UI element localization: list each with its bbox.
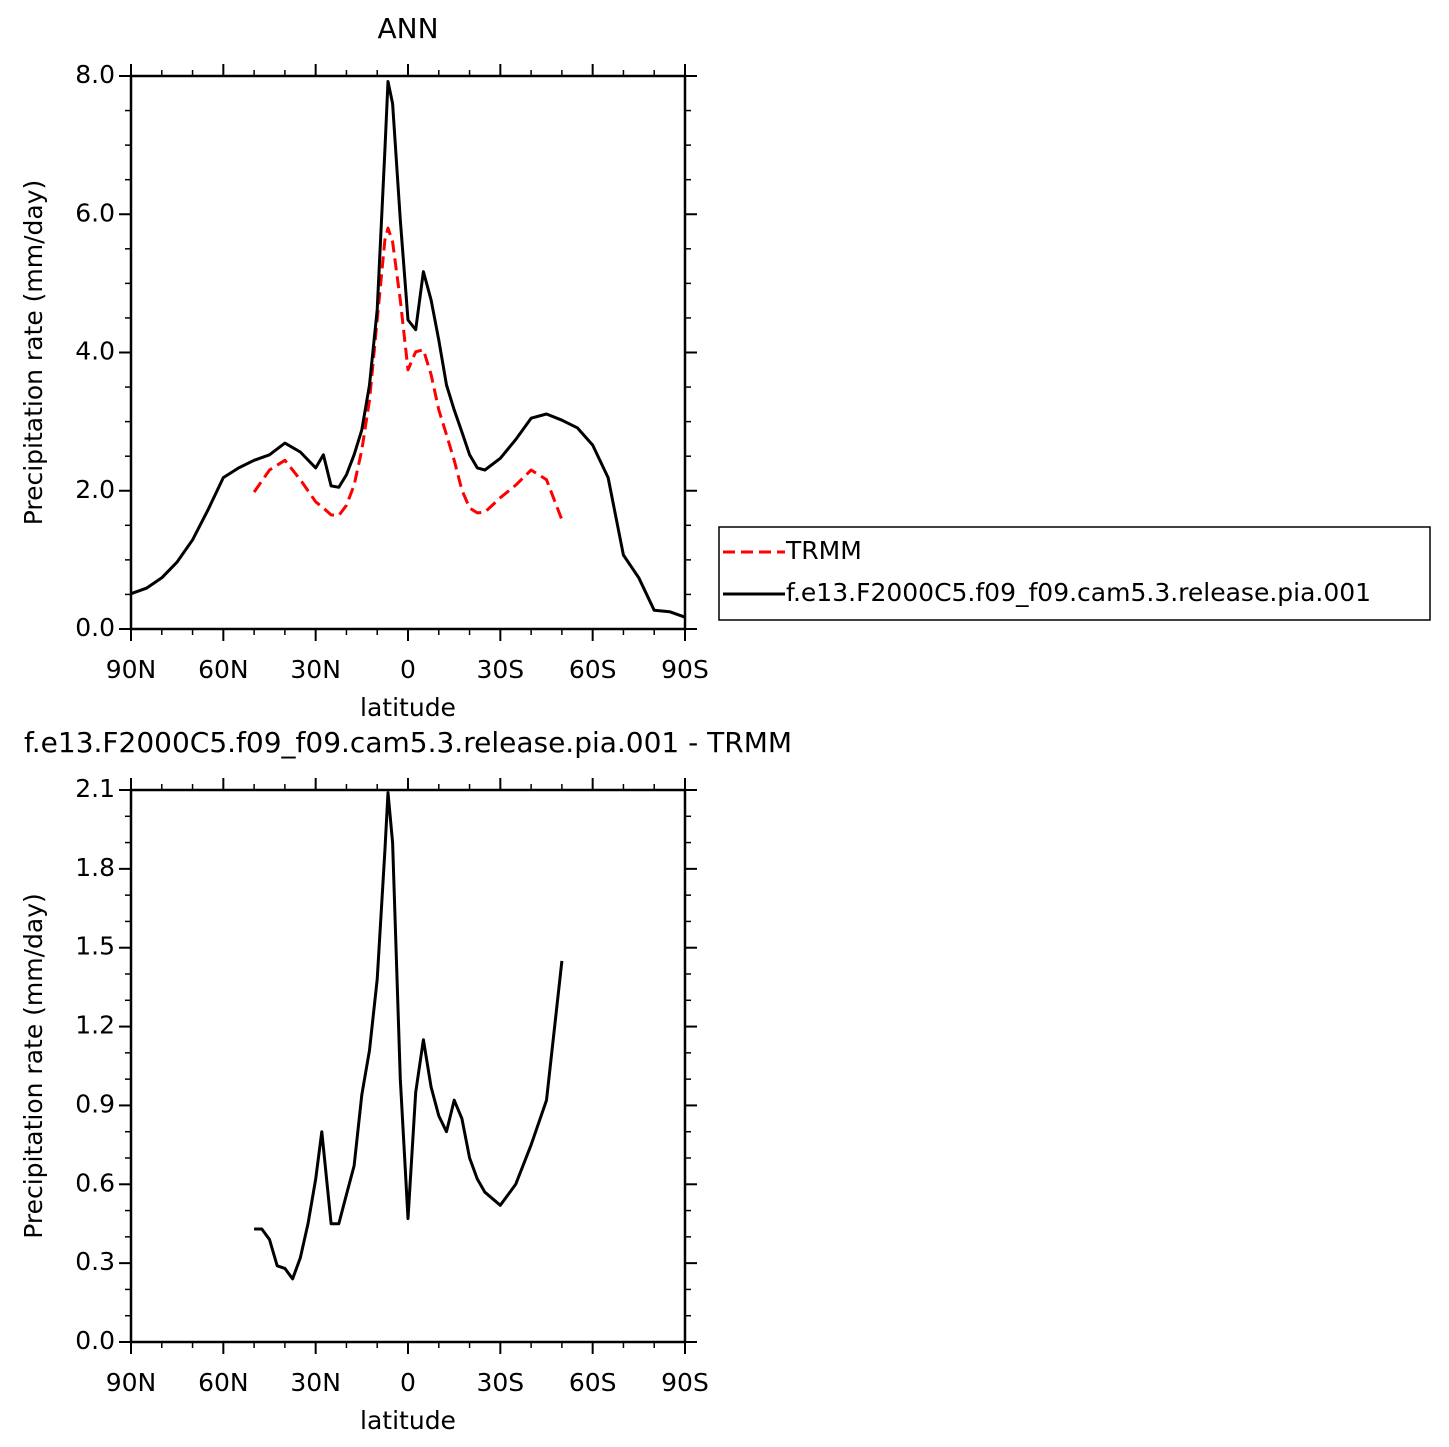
x-tick-label: 60N xyxy=(198,1368,249,1397)
x-tick-label: 0 xyxy=(400,1368,416,1397)
y-tick-label: 0.3 xyxy=(75,1247,115,1276)
data-line xyxy=(254,791,564,1281)
chart-title: f.e13.F2000C5.f09_f09.cam5.3.release.pia… xyxy=(24,726,792,759)
y-tick-label: 1.2 xyxy=(75,1011,115,1040)
x-tick-label: 60S xyxy=(569,655,617,684)
x-tick-label: 60S xyxy=(569,1368,617,1397)
x-axis-label: latitude xyxy=(360,1406,456,1435)
data-line xyxy=(130,80,686,619)
x-tick-label: 90N xyxy=(106,655,157,684)
y-tick-label: 0.0 xyxy=(75,613,115,642)
y-tick-label: 2.0 xyxy=(75,475,115,504)
plot: ANN latitude Precipitation rate (mm/day) 90… xyxy=(19,12,1431,722)
y-axis-label: Precipitation rate (mm/day) xyxy=(19,893,48,1239)
x-tick-label: 30N xyxy=(290,1368,341,1397)
y-tick-label: 4.0 xyxy=(75,337,115,366)
legend-label: f.e13.F2000C5.f09_f09.cam5.3.release.pia… xyxy=(786,578,1371,607)
y-tick-label: 8.0 xyxy=(75,60,115,89)
y-tick-label: 6.0 xyxy=(75,198,115,227)
y-tick-label: 0.9 xyxy=(75,1089,115,1118)
y-tick-label: 1.5 xyxy=(75,932,115,961)
y-tick-label: 0.0 xyxy=(75,1326,115,1355)
y-tick-label: 1.8 xyxy=(75,853,115,882)
y-axis-label: Precipitation rate (mm/day) xyxy=(19,180,48,526)
x-tick-label: 30S xyxy=(476,655,524,684)
y-tick-label: 0.6 xyxy=(75,1168,115,1197)
legend-box xyxy=(718,526,1431,621)
plot: f.e13.F2000C5.f09_f09.cam5.3.release.pia… xyxy=(19,726,792,1435)
plot-frame xyxy=(129,788,687,1344)
x-tick-label: 90S xyxy=(661,655,709,684)
chart-title: ANN xyxy=(377,12,438,45)
x-tick-label: 60N xyxy=(198,655,249,684)
plot-frame xyxy=(129,74,687,631)
legend-label: TRMM xyxy=(785,536,862,565)
x-tick-label: 0 xyxy=(400,655,416,684)
data-line xyxy=(252,226,564,521)
x-tick-label: 90N xyxy=(106,1368,157,1397)
x-tick-label: 90S xyxy=(661,1368,709,1397)
x-tick-label: 30N xyxy=(290,655,341,684)
y-tick-label: 2.1 xyxy=(75,774,115,803)
x-tick-label: 30S xyxy=(476,1368,524,1397)
x-axis-label: latitude xyxy=(360,693,456,722)
